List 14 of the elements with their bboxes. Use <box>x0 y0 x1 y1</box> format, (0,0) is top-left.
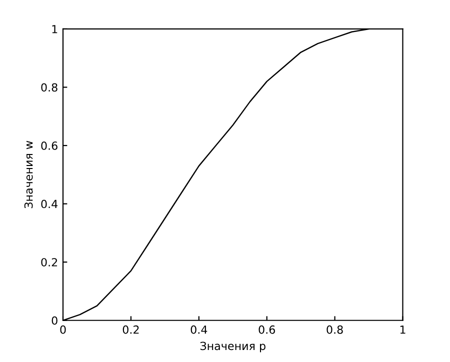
x-tick-label: 0.2 <box>122 325 139 334</box>
y-axis-title: Значения w <box>24 140 33 208</box>
x-tick-label: 0 <box>60 325 66 334</box>
y-tick-label: 0.8 <box>41 83 58 92</box>
x-tick-label: 0.6 <box>258 325 275 334</box>
y-tick-label: 0 <box>52 316 58 325</box>
y-tick-label: 0.6 <box>41 142 58 150</box>
x-axis-title: Значения p <box>200 342 266 352</box>
x-tick-label: 1 <box>400 326 406 334</box>
y-tick-label: 0.4 <box>41 200 58 208</box>
y-tick-label: 0.2 <box>41 258 58 266</box>
x-tick-label: 0.8 <box>326 325 343 334</box>
y-tick-label: 1 <box>52 25 58 34</box>
x-tick-label: 0.4 <box>190 325 208 334</box>
